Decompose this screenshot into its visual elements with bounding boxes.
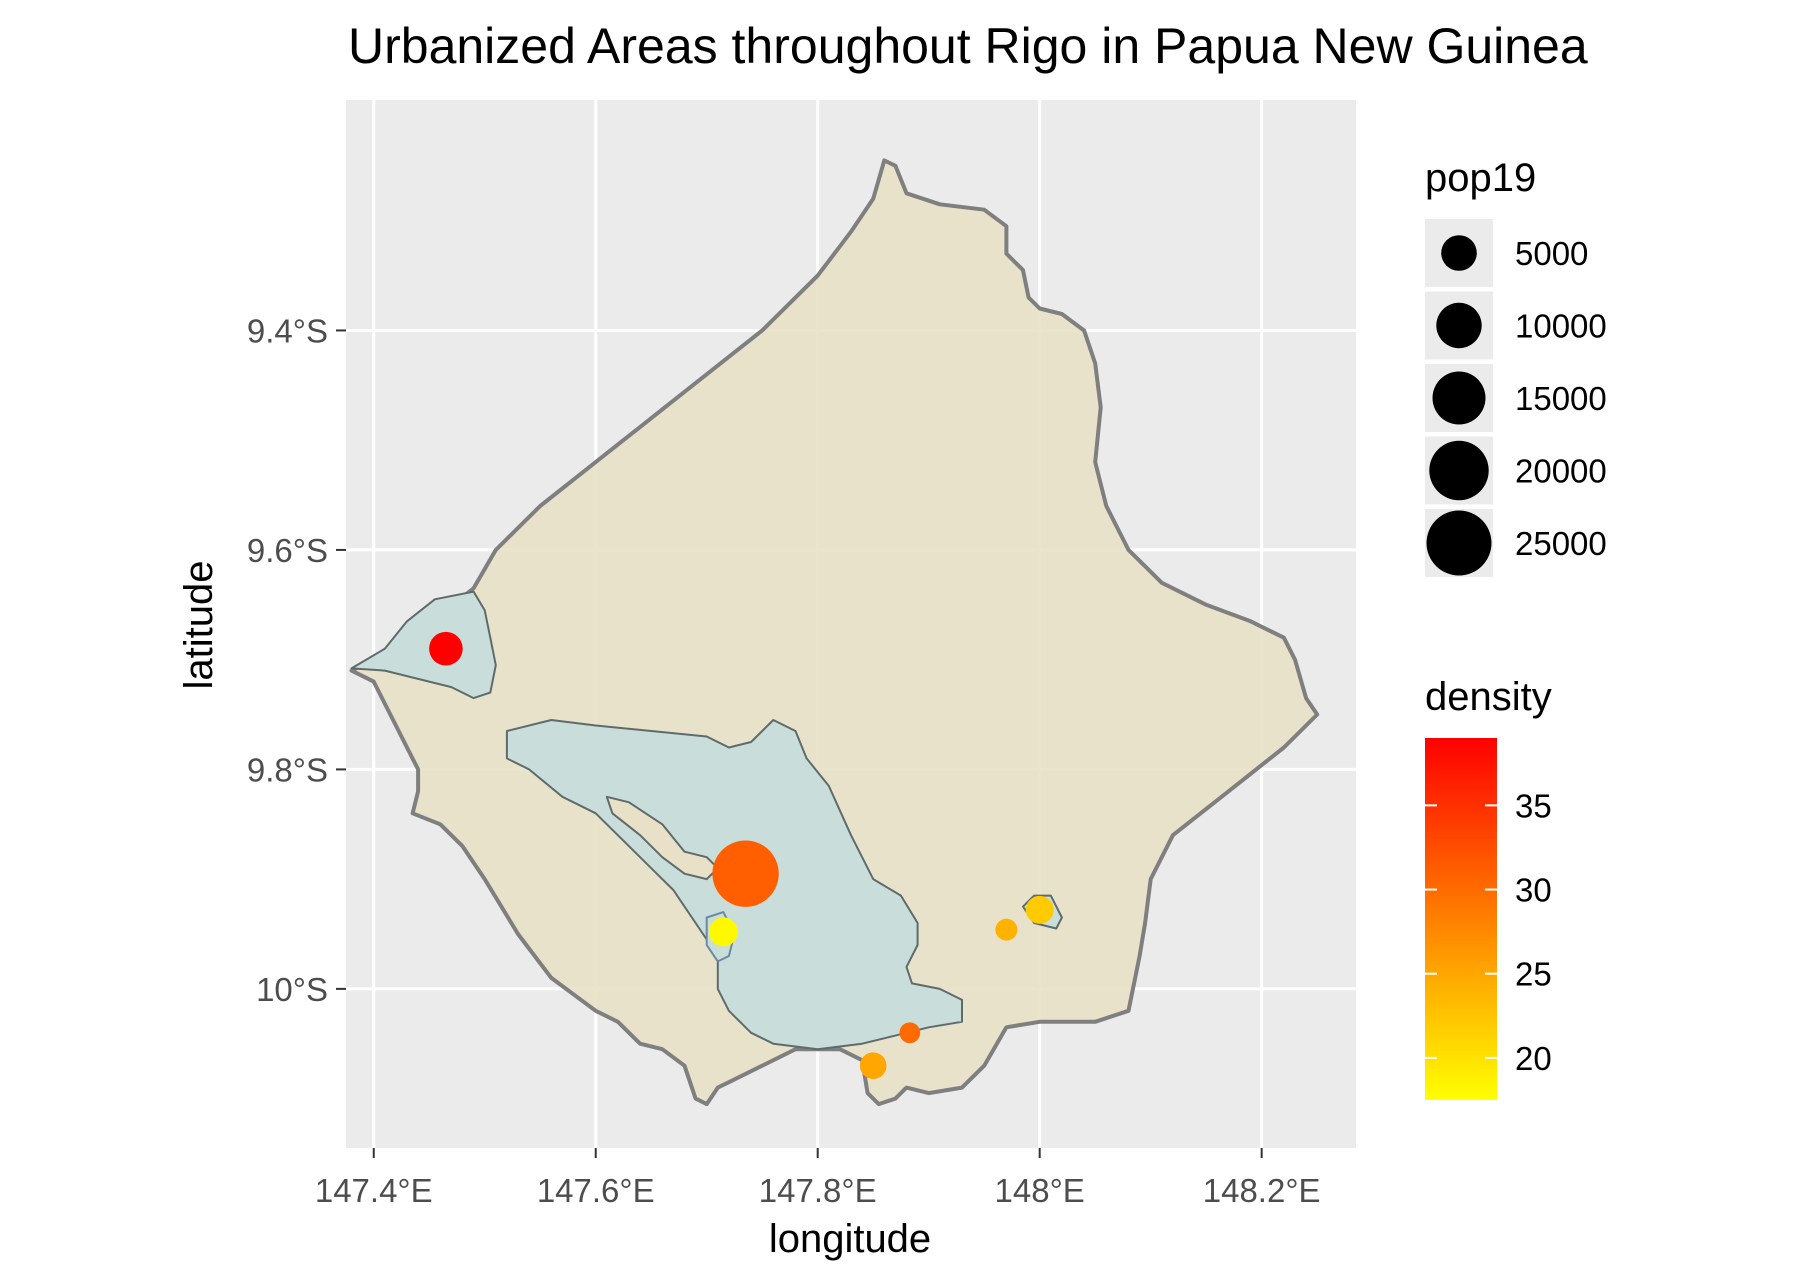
x-tick-label: 147.6°E [537, 1172, 655, 1209]
x-tick-label: 147.8°E [759, 1172, 877, 1209]
settlement-point [708, 917, 738, 947]
size-legend-dot [1441, 235, 1477, 271]
size-legend-dot [1432, 371, 1486, 425]
size-legend-dot [1426, 510, 1492, 576]
x-tick-label: 147.4°E [315, 1172, 433, 1209]
size-legend: pop19 5000 10000 15000 20000 25000 [1425, 156, 1607, 577]
axes: 147.4°E 147.6°E 147.8°E 148°E 148.2°E 9.4°S 9.… [247, 312, 1321, 1209]
size-legend-label: 25000 [1515, 525, 1607, 562]
density-colorbar [1425, 738, 1497, 1100]
x-axis-title: longitude [769, 1217, 931, 1261]
settlement-point [1025, 895, 1054, 924]
chart-title: Urbanized Areas throughout Rigo in Papua… [348, 18, 1588, 74]
x-tick-label: 148.2°E [1203, 1172, 1321, 1209]
size-legend-dot [1436, 302, 1482, 349]
size-legend-label: 20000 [1515, 453, 1607, 490]
y-tick-label: 9.6°S [247, 532, 328, 569]
size-legend-dot [1429, 440, 1489, 501]
y-axis-title: latitude [177, 561, 221, 690]
colorbar-label: 30 [1515, 872, 1552, 909]
y-tick-label: 9.8°S [247, 751, 328, 788]
rigo-district-boundary [349, 158, 1320, 1107]
settlement-point [995, 918, 1018, 941]
colorbar-label: 35 [1515, 787, 1552, 824]
size-legend-label: 15000 [1515, 380, 1607, 417]
urban-area-west [350, 590, 497, 700]
settlement-point [429, 631, 463, 666]
settlement-point [899, 1022, 921, 1044]
size-legend-title: pop19 [1425, 156, 1536, 200]
size-legend-label: 10000 [1515, 308, 1607, 345]
color-legend-title: density [1425, 675, 1552, 719]
y-tick-label: 9.4°S [247, 312, 328, 349]
size-legend-label: 5000 [1515, 235, 1588, 272]
colorbar-label: 20 [1515, 1040, 1552, 1077]
x-tick-label: 148°E [995, 1172, 1085, 1209]
y-tick-label: 10°S [256, 971, 328, 1008]
urban-area-central-hole [605, 795, 719, 881]
settlement-point [859, 1052, 887, 1079]
settlement-point [712, 840, 779, 907]
color-legend: density 20 25 30 35 [1425, 675, 1552, 1100]
colorbar-label: 25 [1515, 956, 1552, 993]
point-layer [429, 631, 1054, 1079]
